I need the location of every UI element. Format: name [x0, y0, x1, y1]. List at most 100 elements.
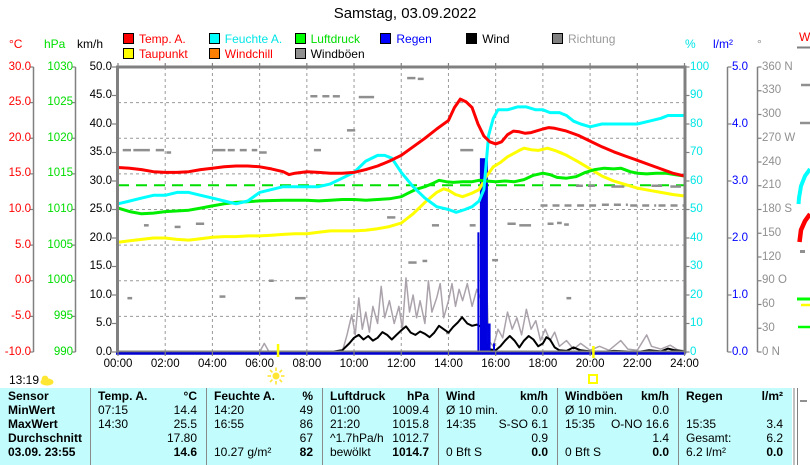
legend-item-luftdruck: Luftdruck — [294, 32, 360, 46]
statistics-table: Sensor MinWert MaxWert Durchschnitt 03.09. 2… — [0, 388, 792, 465]
table-cell-luftdruck: 1014.7 — [392, 445, 429, 459]
rain-bar — [477, 232, 480, 352]
rain-bar — [479, 158, 488, 352]
tick-label-direction: 0 N — [762, 345, 780, 358]
table-cell-regen: 3.4 — [766, 417, 783, 431]
tick-label-direction: 300 — [762, 108, 782, 120]
edge-fragment — [800, 250, 805, 253]
sunset-tick — [592, 346, 595, 358]
table-cell-regen: 6.2 — [766, 431, 783, 445]
edge-fragment-humidity — [796, 167, 810, 205]
tick-label-direction: 330 — [762, 84, 782, 97]
status-time: 13:19 — [9, 373, 40, 387]
sun-ray-icon — [278, 369, 283, 374]
tick-label-percent: 0 — [690, 345, 697, 358]
rain-bar — [487, 323, 491, 352]
tick-label-lm2: 3.0 — [732, 174, 748, 187]
tick-label-time: 20:00 — [575, 358, 605, 370]
legend-swatch-icon — [208, 33, 220, 44]
tick-label-hpa: 1015 — [47, 167, 73, 180]
table-row-label: Durchschnitt — [8, 431, 83, 445]
tick-label-direction: 270 W — [762, 131, 796, 144]
tick-label-kmh: 10.0 — [89, 288, 112, 301]
table-cell-tempa: 25.5 — [173, 417, 197, 431]
sun-icon — [272, 372, 280, 380]
tick-label-lm2: 4.0 — [732, 117, 748, 130]
table-separator — [438, 388, 439, 465]
legend-swatch-icon — [552, 33, 563, 44]
table-cell-luftdruck: 1009.4 — [392, 403, 429, 417]
table-header-unit-tempa: °C — [183, 389, 197, 403]
tick-label-percent: 90 — [690, 89, 703, 101]
table-cell-luftdruck: 1012.7 — [392, 431, 429, 445]
tick-label-direction: 60 — [762, 298, 775, 310]
table-cell-wind: S-SO 6.1 — [498, 417, 548, 431]
legend-swatch-icon — [208, 48, 220, 59]
tick-label-percent: 70 — [690, 146, 703, 158]
legend-item-windchill: Windchill — [208, 47, 273, 61]
tick-label-hpa: 995 — [53, 309, 73, 322]
sun-ray-icon — [269, 378, 274, 383]
tick-label-time: 18:00 — [528, 358, 558, 370]
legend-label: Richtung — [568, 32, 616, 46]
tick-label-time: 10:00 — [339, 358, 369, 370]
edge-fragment-temp — [797, 212, 810, 243]
legend-label: Wind — [482, 32, 510, 46]
tick-label-time: 16:00 — [481, 358, 511, 370]
tick-label-celsius: -5.0 — [11, 309, 31, 322]
table-cell-luftdruck: 21:20 — [330, 417, 361, 431]
table-cell-luftdruck: bewölkt — [330, 445, 371, 459]
table-cell-feuchtea: 67 — [299, 431, 313, 445]
rain-bar — [493, 343, 495, 352]
table-header-unit-feuchtea: % — [302, 389, 313, 403]
next-chart-fragment-label: W — [799, 30, 810, 44]
legend-item-richtung: Richtung — [552, 32, 616, 46]
table-cell-tempa: 17.80 — [166, 431, 197, 445]
table-cell-tempa: 14.4 — [173, 403, 197, 417]
table-separator — [206, 388, 207, 465]
table-cell-wind: 0.0 — [531, 403, 548, 417]
tick-label-time: 06:00 — [245, 358, 275, 370]
tick-label-kmh: 20.0 — [89, 231, 112, 244]
legend-swatch-icon — [123, 33, 134, 44]
axis-unit-%: % — [685, 37, 696, 51]
legend-item-feuchtea: Feuchte A. — [208, 32, 282, 46]
tick-label-celsius: 15.0 — [8, 167, 31, 180]
tick-label-time: 00:00 — [103, 358, 133, 370]
table-cell-luftdruck: 1015.8 — [392, 417, 429, 431]
tick-label-kmh: 35.0 — [89, 146, 112, 158]
table-cell-wind: 0 Bft S — [446, 445, 483, 459]
tick-label-celsius: 10.0 — [8, 203, 31, 215]
tick-label-kmh: 45.0 — [89, 89, 112, 101]
table-cell-feuchtea: 14:20 — [214, 403, 245, 417]
tick-label-time: 08:00 — [292, 358, 322, 370]
tick-label-time: 24:00 — [670, 358, 699, 370]
legend-item-regen: Regen — [380, 32, 432, 46]
series-feuchtea — [116, 105, 686, 214]
table-cell-tempa: 14.6 — [173, 445, 197, 459]
tick-label-celsius: 5.0 — [15, 238, 31, 251]
table-separator — [90, 388, 91, 465]
legend-label: Temp. A. — [139, 32, 186, 46]
tick-label-direction: 150 — [762, 226, 782, 239]
tick-label-celsius: 0.0 — [15, 274, 31, 287]
legend-label: Luftdruck — [310, 32, 360, 46]
axis-unit-°C: °C — [9, 37, 23, 51]
table-row-label: Sensor — [8, 389, 49, 403]
tick-label-hpa: 1010 — [47, 203, 73, 215]
legend-item-wind: Wind — [466, 32, 510, 46]
table-header-wind: Wind — [446, 389, 476, 403]
table-header-unit-regen: l/m² — [761, 389, 783, 403]
axis-unit-hPa: hPa — [44, 37, 66, 51]
table-header-luftdruck: Luftdruck — [330, 389, 386, 403]
tick-label-time: 14:00 — [434, 358, 463, 370]
table-cell-windben: 0.0 — [652, 445, 669, 459]
tick-label-kmh: 40.0 — [89, 117, 112, 130]
table-cell-feuchtea: 10.27 g/m² — [214, 445, 272, 459]
tick-label-kmh: 50.0 — [89, 60, 112, 73]
sun-ray-icon — [278, 378, 283, 383]
table-cell-wind: 14:35 — [446, 417, 477, 431]
axis-unit-°: ° — [757, 37, 762, 51]
legend-swatch-icon — [123, 48, 134, 59]
tick-label-lm2: 2.0 — [732, 231, 748, 244]
